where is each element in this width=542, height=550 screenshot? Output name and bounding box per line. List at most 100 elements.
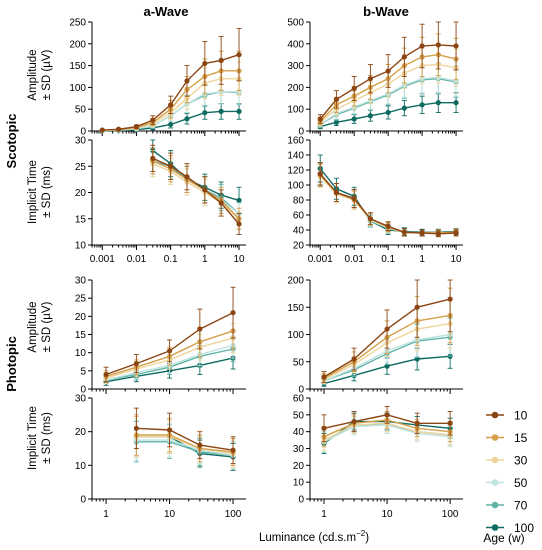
data-point bbox=[384, 412, 390, 418]
data-point bbox=[414, 304, 420, 310]
series-line bbox=[136, 436, 234, 455]
data-point bbox=[133, 124, 140, 130]
legend-label: 50 bbox=[514, 476, 528, 490]
data-point bbox=[133, 360, 139, 367]
data-point bbox=[317, 171, 323, 177]
y-tick-label: 50 bbox=[75, 105, 87, 116]
y-tick-label: 200 bbox=[287, 83, 304, 94]
y-tick-label: 20 bbox=[293, 241, 305, 252]
x-tick-label: 0.1 bbox=[381, 254, 395, 265]
data-point bbox=[184, 78, 190, 84]
legend-label: 100 bbox=[514, 521, 534, 535]
data-point bbox=[168, 163, 174, 169]
data-point bbox=[351, 116, 357, 122]
x-axis-label-text: Luminance (cd.s.m bbox=[259, 532, 356, 544]
y-tick-label: 80 bbox=[293, 196, 305, 207]
x-tick-label: 1 bbox=[202, 254, 208, 265]
y-tick-label: 20 bbox=[293, 461, 305, 472]
data-point bbox=[384, 326, 390, 332]
data-point bbox=[385, 68, 391, 74]
panel-scot-a-amp: 0 50 100 150 200 250 bbox=[69, 18, 246, 138]
legend-swatch-marker bbox=[491, 434, 499, 441]
series-15 bbox=[150, 147, 242, 230]
y-tick-label: 200 bbox=[69, 39, 86, 50]
series-100 bbox=[133, 416, 236, 471]
legend-swatch-marker bbox=[491, 479, 499, 486]
col-title-a-wave: a-Wave bbox=[143, 4, 188, 19]
legend-item-30: 30 bbox=[486, 454, 528, 468]
legend-label: 30 bbox=[514, 454, 528, 468]
data-point bbox=[236, 221, 242, 227]
x-tick-label: 10 bbox=[164, 509, 176, 520]
data-point bbox=[351, 85, 357, 92]
data-point bbox=[115, 126, 122, 132]
y-tick-label: 40 bbox=[293, 427, 305, 438]
y-tick-label: 0 bbox=[298, 495, 304, 506]
data-point bbox=[321, 374, 327, 380]
data-point bbox=[367, 76, 373, 82]
x-tick-label: 0.1 bbox=[164, 254, 178, 265]
series-10 bbox=[99, 28, 242, 133]
data-point bbox=[197, 442, 203, 448]
series-10 bbox=[321, 279, 453, 383]
data-point bbox=[150, 155, 156, 161]
legend-swatch-marker bbox=[491, 456, 499, 464]
y-tick-label: 60 bbox=[293, 211, 305, 222]
ylabel-photopic-amplitude: Amplitude ± SD (µV) bbox=[27, 301, 53, 352]
data-point bbox=[236, 197, 242, 203]
data-point bbox=[202, 187, 208, 193]
y-tick-label: 50 bbox=[293, 410, 305, 421]
data-point bbox=[150, 117, 156, 123]
data-point bbox=[202, 60, 208, 67]
data-point bbox=[317, 116, 323, 122]
data-point bbox=[218, 108, 224, 114]
y-tick-label: 20 bbox=[75, 427, 87, 438]
legend-item-100: 100 bbox=[486, 521, 534, 535]
data-point bbox=[385, 109, 391, 116]
ylabel-scotopic-amplitude: Amplitude ± SD (µV) bbox=[27, 49, 53, 100]
y-tick-label: 25 bbox=[75, 162, 87, 173]
y-tick-label: 10 bbox=[293, 478, 305, 489]
y-tick-label: 120 bbox=[287, 166, 304, 177]
data-point bbox=[414, 420, 420, 426]
data-point bbox=[419, 230, 425, 236]
data-point bbox=[230, 310, 236, 316]
x-tick-label: 1 bbox=[321, 509, 327, 520]
y-tick-label: 50 bbox=[293, 357, 305, 368]
y-tick-label: 30 bbox=[75, 394, 87, 405]
data-point bbox=[168, 121, 174, 128]
data-point bbox=[184, 116, 190, 122]
x-axis-label: Luminance (cd.s.m−2) bbox=[259, 529, 369, 544]
data-point bbox=[435, 231, 441, 237]
data-point bbox=[230, 447, 236, 453]
y-tick-label: 20 bbox=[75, 188, 87, 199]
x-tick-label: 0.001 bbox=[308, 254, 333, 265]
data-point bbox=[453, 100, 459, 106]
legend-label: 70 bbox=[514, 499, 528, 513]
y-tick-label: 100 bbox=[287, 105, 304, 116]
data-point bbox=[419, 43, 425, 49]
legend-item-10: 10 bbox=[486, 409, 528, 423]
series-line bbox=[152, 160, 240, 220]
data-point bbox=[351, 418, 357, 425]
row-title-photopic: Photopic bbox=[4, 336, 19, 392]
data-point bbox=[168, 102, 174, 108]
data-point bbox=[435, 100, 441, 106]
data-point bbox=[236, 52, 242, 58]
col-title-b-wave: b-Wave bbox=[363, 4, 409, 19]
series-100 bbox=[150, 139, 242, 214]
y-tick-label: 25 bbox=[75, 294, 87, 305]
data-point bbox=[401, 54, 407, 60]
data-point bbox=[367, 216, 373, 222]
data-point bbox=[453, 43, 459, 49]
legend-swatch-marker bbox=[491, 411, 499, 419]
panel-phot-a-imp: 0 10 20 30 1 10 100 bbox=[75, 394, 246, 520]
x-tick-label: 0.01 bbox=[127, 254, 147, 265]
x-tick-label: 100 bbox=[225, 509, 242, 520]
y-tick-label: 0 bbox=[80, 385, 86, 396]
ylabel-scotopic-implicit: Implicit Time ± SD (ms) bbox=[27, 160, 53, 224]
y-tick-label: 250 bbox=[69, 18, 86, 29]
ylabel-line-1: Amplitude bbox=[27, 301, 39, 352]
panel-phot-b-amp: 0 50 100 150 200 bbox=[287, 276, 463, 396]
y-tick-label: 300 bbox=[287, 61, 304, 72]
